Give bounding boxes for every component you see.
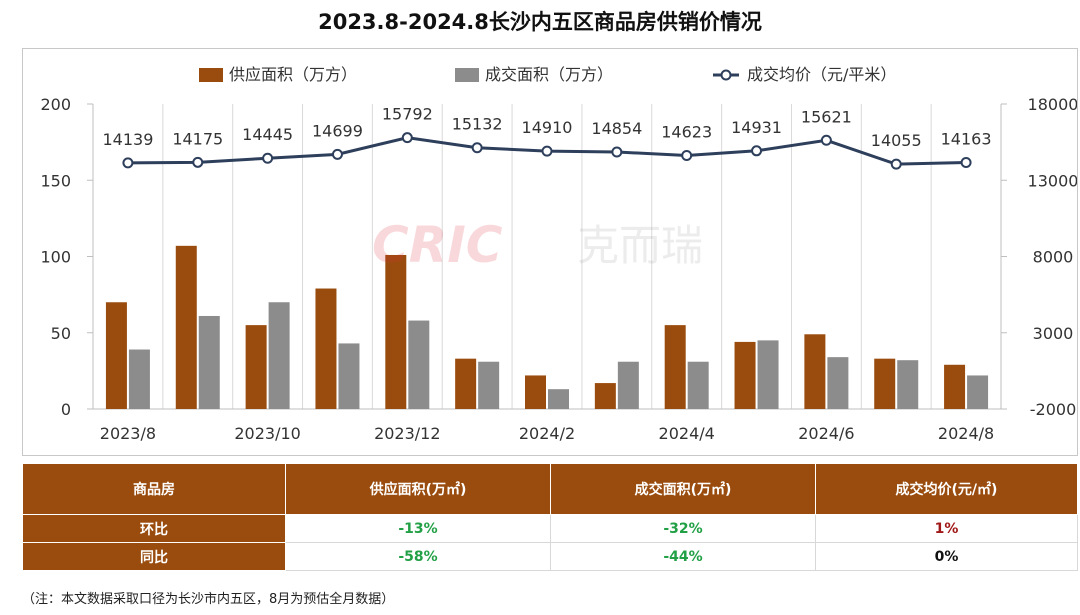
price-data-label: 14623 [661, 122, 712, 141]
price-point [890, 158, 902, 170]
chart-area: 0 50 100 150 200 -2000 3000 8000 13000 18000 2023/… [22, 48, 1078, 456]
bar-supply [315, 288, 337, 409]
price-point [401, 132, 413, 144]
legend-label-deal: 成交面积（万方） [485, 65, 613, 84]
price-data-label: 15621 [801, 107, 852, 126]
price-point [541, 145, 553, 157]
bar-deal [128, 349, 150, 409]
bar-supply [105, 302, 127, 409]
summary-table: 商品房 供应面积(万㎡) 成交面积(万㎡) 成交均价(元/㎡) 环比 -13% … [22, 463, 1078, 571]
price-point [820, 134, 832, 146]
table-row: 同比 -58% -44% 0% [22, 542, 1078, 571]
price-data-label: 14854 [591, 119, 642, 138]
price-data-label: 14139 [102, 130, 153, 149]
row-label: 同比 [22, 542, 286, 571]
price-point [681, 149, 693, 161]
bar-deal [198, 315, 220, 409]
bar-supply [175, 245, 197, 409]
bar-deal [757, 340, 779, 409]
table-header: 成交面积(万㎡) [550, 463, 816, 515]
bar-deal [827, 357, 849, 409]
legend-swatch-supply [199, 68, 223, 82]
x-tick-label: 2024/4 [659, 424, 715, 443]
table-header: 成交均价(元/㎡) [815, 463, 1078, 515]
price-data-label: 14175 [172, 129, 223, 148]
bar-supply [594, 383, 616, 409]
bar-deal [548, 389, 569, 409]
table-header: 供应面积(万㎡) [285, 463, 551, 515]
yoy-deal: -44% [550, 542, 816, 571]
right-tick-label: 18000 [1028, 95, 1077, 114]
legend-label-supply: 供应面积（万方） [229, 65, 357, 84]
table-header: 商品房 [22, 463, 286, 515]
mom-price: 1% [815, 514, 1078, 543]
bar-deal [268, 302, 290, 409]
bar-deal [338, 343, 360, 409]
bar-supply [455, 358, 477, 409]
bar-deal [687, 361, 709, 409]
mom-supply: -13% [285, 514, 551, 543]
row-label: 环比 [22, 514, 286, 543]
legend-swatch-deal [455, 68, 479, 82]
table-header-row: 商品房 供应面积(万㎡) 成交面积(万㎡) 成交均价(元/㎡) [22, 463, 1078, 515]
price-data-label: 15792 [382, 105, 433, 124]
price-data-label: 14163 [941, 130, 992, 149]
x-tick-label: 2024/6 [798, 424, 854, 443]
x-tick-label: 2023/12 [374, 424, 440, 443]
left-tick-label: 100 [40, 248, 71, 267]
combo-chart: 0 50 100 150 200 -2000 3000 8000 13000 18000 2023/… [40, 65, 1077, 443]
bar-supply [734, 341, 756, 409]
price-point [960, 157, 972, 169]
price-point [611, 146, 623, 158]
price-point [122, 157, 134, 169]
bar-supply [804, 334, 826, 409]
bar-deal [478, 361, 500, 409]
bar-supply [385, 254, 407, 409]
bar-supply [874, 358, 896, 409]
bar-supply [944, 364, 966, 409]
x-tick-label: 2024/2 [519, 424, 575, 443]
right-tick-label: 13000 [1028, 171, 1077, 190]
yoy-price: 0% [815, 542, 1078, 571]
bar-deal [897, 360, 919, 409]
price-point [192, 156, 204, 168]
x-tick-label: 2024/8 [938, 424, 994, 443]
yoy-supply: -58% [285, 542, 551, 571]
bar-deal [408, 320, 430, 409]
bar-supply [664, 325, 686, 409]
legend-label-price: 成交均价（元/平米） [747, 65, 896, 84]
price-point [751, 145, 763, 157]
bar-supply [525, 375, 546, 409]
price-data-label: 14931 [731, 118, 782, 137]
bar-supply [245, 325, 267, 409]
left-tick-label: 0 [61, 400, 71, 419]
right-tick-label: 8000 [1033, 248, 1074, 267]
footnote: （注：本文数据采取口径为长沙市内五区，8月为预估全月数据） [22, 592, 395, 607]
price-data-label: 14445 [242, 125, 293, 144]
right-tick-label: 3000 [1033, 324, 1074, 343]
bar-deal [967, 375, 989, 409]
price-point [471, 142, 483, 154]
legend-marker-price [720, 69, 732, 81]
left-tick-label: 200 [40, 95, 71, 114]
x-tick-label: 2023/10 [234, 424, 300, 443]
bar-deal [617, 361, 639, 409]
table-row: 环比 -13% -32% 1% [22, 514, 1078, 543]
mom-deal: -32% [550, 514, 816, 543]
x-tick-label: 2023/8 [100, 424, 156, 443]
right-tick-label: -2000 [1030, 400, 1077, 419]
price-data-label: 14699 [312, 121, 363, 140]
price-data-label: 14910 [522, 118, 573, 137]
left-tick-label: 150 [40, 171, 71, 190]
price-point [331, 148, 343, 160]
left-tick-label: 50 [51, 324, 71, 343]
price-point [262, 152, 274, 164]
chart-title: 2023.8-2024.8长沙内五区商品房供销价情况 [318, 10, 762, 34]
price-data-label: 15132 [452, 115, 503, 134]
price-data-label: 14055 [871, 131, 922, 150]
